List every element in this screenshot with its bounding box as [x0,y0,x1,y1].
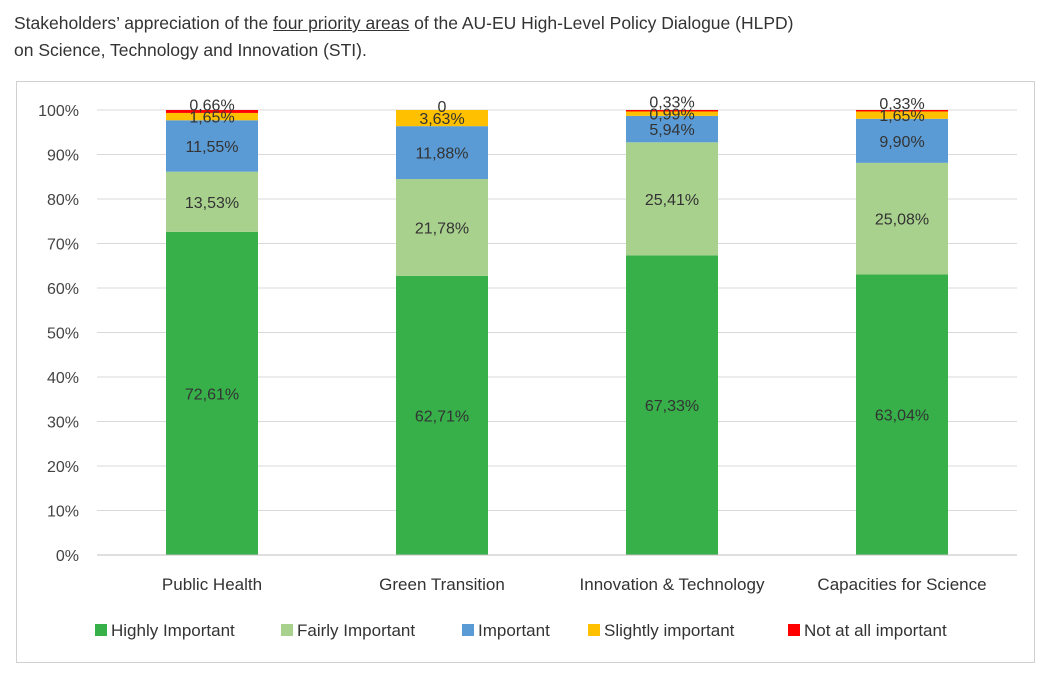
x-category-label: Green Transition [379,575,505,594]
legend-swatch [462,624,474,636]
legend-swatch [281,624,293,636]
y-tick-label: 80% [47,192,79,209]
y-tick-label: 60% [47,281,79,298]
data-label: 5,94% [649,122,694,139]
bar-segment [856,118,948,163]
chart-title: Stakeholders’ appreciation of the four p… [14,10,1034,64]
bar-segment [626,255,718,555]
legend-label: Fairly Important [297,621,415,640]
data-label: 0,33% [649,95,694,112]
bar-segment [856,110,948,112]
y-tick-label: 40% [47,370,79,387]
bar-segment [626,115,718,143]
legend-label: Important [478,621,550,640]
title-line-1: Stakeholders’ appreciation of the four p… [14,10,1034,37]
data-label: 21,78% [415,220,469,237]
y-tick-label: 100% [38,103,79,120]
bar-segment [626,110,718,112]
legend-swatch [588,624,600,636]
y-tick-label: 70% [47,237,79,254]
x-category-label: Capacities for Science [817,575,986,594]
legend-swatch [788,624,800,636]
data-label: 0 [438,99,447,116]
bar-segment [856,162,948,275]
bar-segment [166,231,258,555]
data-label: 9,90% [879,134,924,151]
x-category-label: Innovation & Technology [580,575,765,594]
data-label: 63,04% [875,408,929,425]
data-label: 0,33% [879,96,924,113]
bar-segment [626,111,718,116]
bar-segment [166,171,258,232]
data-label: 13,53% [185,195,239,212]
bar-segment [166,120,258,172]
bar-segment [396,179,488,276]
title-part-2: of the AU-EU High-Level Policy Dialogue … [409,13,794,33]
data-label: 1,65% [189,110,234,127]
title-line-2: on Science, Technology and Innovation (S… [14,40,367,60]
bar-segment [626,142,718,256]
data-label: 11,88% [415,146,468,163]
data-label: 11,55% [185,139,238,156]
y-tick-label: 20% [47,459,79,476]
data-label: 67,33% [645,398,699,415]
legend-swatch [95,624,107,636]
data-label: 25,41% [645,192,699,209]
data-label: 1,65% [879,108,924,125]
data-label: 62,71% [415,408,469,425]
y-tick-label: 10% [47,504,79,521]
title-part-1: Stakeholders’ appreciation of the [14,13,274,33]
legend-label: Slightly important [604,621,735,640]
data-label: 0,66% [189,98,234,115]
legend-label: Not at all important [804,621,947,640]
y-tick-label: 0% [56,548,79,565]
y-tick-label: 90% [47,148,79,165]
bar-segment [396,275,488,555]
bar-segment [856,111,948,119]
bar-segment [166,112,258,121]
bar-segment [166,110,258,113]
data-label: 3,63% [419,111,464,128]
bar-segment [396,126,488,180]
title-underlined: four priority areas [273,13,410,33]
x-category-label: Public Health [162,575,262,594]
data-label: 72,61% [185,386,239,403]
legend-label: Highly Important [111,621,235,640]
data-label: 0,99% [649,107,694,124]
bar-segment [396,110,488,127]
bar-segment [856,274,948,555]
y-tick-label: 50% [47,326,79,343]
data-label: 25,08% [875,212,929,229]
y-tick-label: 30% [47,415,79,432]
